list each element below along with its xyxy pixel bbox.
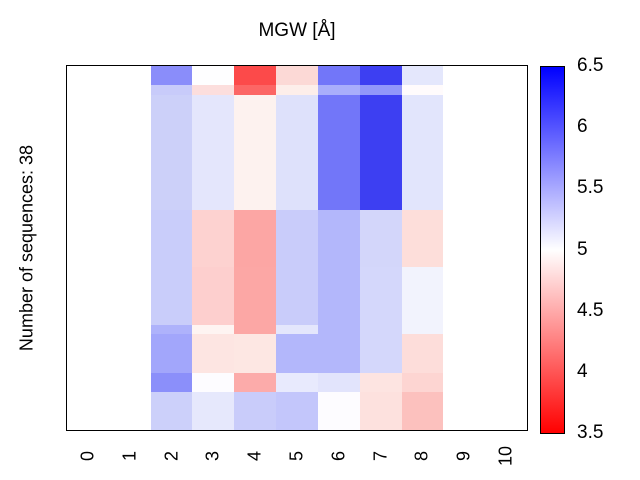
x-tick-label: 2 bbox=[161, 450, 182, 462]
heatmap-cell bbox=[360, 334, 402, 373]
heatmap-cell bbox=[360, 210, 402, 267]
heatmap-cell bbox=[151, 373, 192, 392]
heatmap-cell bbox=[234, 95, 276, 210]
heatmap-cell bbox=[234, 210, 276, 267]
chart-title: MGW [Å] bbox=[258, 20, 336, 41]
heatmap-cell bbox=[360, 373, 402, 392]
heatmap-cell bbox=[402, 334, 443, 373]
colorbar-tick-label: 4 bbox=[577, 360, 588, 382]
heatmap-cell bbox=[318, 267, 360, 325]
heatmap-cell bbox=[234, 267, 276, 325]
heatmap-cell bbox=[276, 373, 318, 392]
colorbar-tick-label: 6 bbox=[577, 116, 588, 138]
heatmap-cell bbox=[318, 373, 360, 392]
heatmap-cell bbox=[151, 334, 192, 373]
heatmap-cell bbox=[402, 95, 443, 210]
heatmap-cell bbox=[360, 325, 402, 334]
x-tick-label: 3 bbox=[202, 450, 223, 462]
heatmap-cell bbox=[192, 267, 234, 325]
x-tick-label: 9 bbox=[453, 450, 474, 462]
x-tick-label: 8 bbox=[411, 450, 432, 462]
heatmap-cell bbox=[276, 267, 318, 325]
heatmap-cell bbox=[276, 66, 318, 85]
heatmap-cell bbox=[234, 373, 276, 392]
colorbar-tick-label: 3.5 bbox=[577, 422, 604, 443]
heatmap-cell bbox=[276, 95, 318, 210]
heatmap-cell bbox=[151, 325, 192, 334]
heatmap-cell bbox=[151, 85, 192, 95]
heatmap-cell bbox=[402, 373, 443, 392]
heatmap-cell bbox=[234, 392, 276, 430]
heatmap-cell bbox=[360, 267, 402, 325]
heatmap-cell bbox=[192, 334, 234, 373]
x-tick-label: 7 bbox=[370, 450, 391, 462]
heatmap-cell bbox=[402, 85, 443, 95]
heatmap-cell bbox=[276, 210, 318, 267]
heatmap-cell bbox=[234, 334, 276, 373]
heatmap-cell bbox=[192, 95, 234, 210]
heatmap-cell bbox=[318, 210, 360, 267]
x-tick-label: 1 bbox=[119, 450, 140, 462]
heatmap-cell bbox=[151, 95, 192, 210]
heatmap-cell bbox=[276, 334, 318, 373]
heatmap-cell bbox=[192, 85, 234, 95]
heatmap-cell bbox=[276, 325, 318, 334]
x-tick-label: 5 bbox=[286, 450, 307, 462]
heatmap-cell bbox=[402, 325, 443, 334]
heatmap-cell bbox=[402, 66, 443, 85]
heatmap-cell bbox=[402, 392, 443, 430]
heatmap-cell bbox=[360, 85, 402, 95]
heatmap-cell bbox=[234, 66, 276, 85]
x-tick-label: 4 bbox=[244, 450, 265, 462]
heatmap-cell bbox=[151, 267, 192, 325]
heatmap-cell bbox=[192, 373, 234, 392]
heatmap-cell bbox=[318, 325, 360, 334]
heatmap-cell bbox=[402, 210, 443, 267]
heatmap-plot-area bbox=[66, 65, 528, 431]
heatmap-cell bbox=[360, 95, 402, 210]
heatmap-cell bbox=[318, 66, 360, 85]
colorbar-gradient bbox=[540, 66, 565, 434]
heatmap-cell bbox=[192, 392, 234, 430]
heatmap-cell bbox=[318, 95, 360, 210]
heatmap-cell bbox=[234, 325, 276, 334]
heatmap-cell bbox=[276, 85, 318, 95]
heatmap-cell bbox=[151, 66, 192, 85]
x-tick-label: 0 bbox=[77, 450, 98, 462]
heatmap-cell bbox=[402, 267, 443, 325]
heatmap-cell bbox=[276, 392, 318, 430]
heatmap-cell bbox=[318, 334, 360, 373]
heatmap-cell bbox=[318, 392, 360, 430]
x-tick-label: 10 bbox=[495, 445, 516, 467]
heatmap-cell bbox=[151, 392, 192, 430]
heatmap-cell bbox=[318, 85, 360, 95]
heatmap-cell bbox=[151, 210, 192, 267]
heatmap-cell bbox=[360, 66, 402, 85]
colorbar-tick-label: 6.5 bbox=[577, 55, 604, 76]
heatmap-cell bbox=[192, 325, 234, 334]
heatmap-cell bbox=[192, 66, 234, 85]
heatmap-cell bbox=[192, 210, 234, 267]
y-axis-label: Number of sequences: 38 bbox=[16, 144, 37, 352]
x-tick-label: 6 bbox=[328, 450, 349, 462]
heatmap-cell bbox=[360, 392, 402, 430]
heatmap-cell bbox=[234, 85, 276, 95]
colorbar-tick-label: 5 bbox=[577, 238, 588, 260]
colorbar-tick-label: 5.5 bbox=[577, 177, 604, 199]
colorbar-tick-label: 4.5 bbox=[577, 299, 604, 321]
